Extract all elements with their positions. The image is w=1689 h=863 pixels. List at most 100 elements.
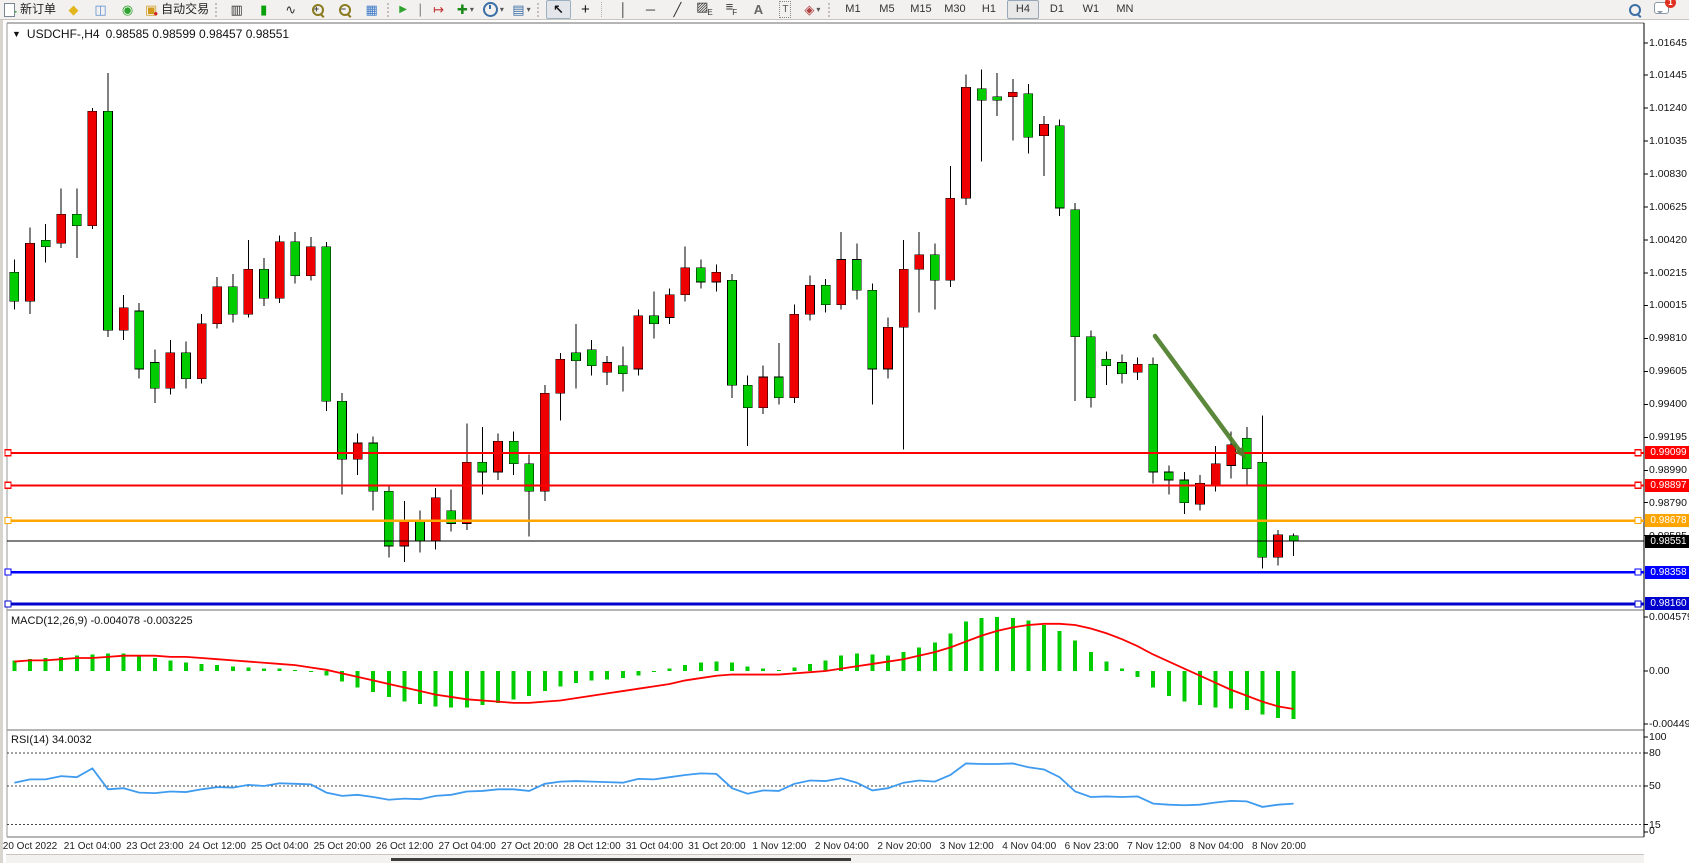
macd-histogram-bar	[1120, 668, 1124, 671]
macd-histogram-bar	[308, 671, 313, 672]
candle-body	[789, 313, 800, 399]
highlighter-icon[interactable]: ◆	[68, 2, 79, 17]
macd-histogram-bar	[901, 652, 906, 671]
date-axis-label: 20 Oct 2022	[2, 841, 58, 852]
hline-handle-right[interactable]	[1634, 449, 1642, 457]
chat-icon[interactable]: 1	[1649, 0, 1676, 19]
candle-body	[56, 214, 67, 244]
macd-histogram-bar	[776, 669, 781, 671]
hline-handle-left[interactable]	[4, 481, 12, 489]
scrollbar-thumb[interactable]	[391, 858, 851, 861]
chart-shift-button[interactable]: ↦	[432, 2, 444, 17]
line-chart-button[interactable]: ∿	[285, 2, 297, 17]
candle-body	[87, 111, 98, 227]
text-button[interactable]: A	[753, 2, 764, 17]
new-order-button[interactable]: +新订单	[1, 0, 59, 19]
candle-body	[1179, 479, 1190, 503]
candle-body	[727, 280, 737, 386]
chart-window-icon[interactable]: ◫	[94, 2, 107, 17]
macd-histogram-bar	[558, 671, 563, 687]
hline-handle-left[interactable]	[4, 600, 12, 608]
vertical-line-button[interactable]: │	[619, 2, 628, 17]
candle-body	[680, 267, 691, 296]
macd-histogram-bar	[1135, 671, 1140, 677]
candle-body	[914, 254, 925, 270]
auto-scroll-button[interactable]: ▶ ⎹	[399, 2, 421, 17]
hline-handle-left[interactable]	[4, 516, 12, 525]
hline-handle-left[interactable]	[4, 449, 12, 457]
timeframe-button-h4[interactable]: H4	[1006, 0, 1039, 19]
trendline-button[interactable]: ╱	[673, 2, 682, 17]
date-axis-label: 24 Oct 12:00	[188, 841, 246, 852]
auto-trade-button[interactable]: ▣ ● 自动交易	[145, 2, 210, 18]
timeframe-button-w1[interactable]: W1	[1082, 3, 1100, 15]
trend-arrow-head[interactable]	[1234, 446, 1246, 459]
cursor-button[interactable]: ↖	[545, 0, 571, 19]
periods-button[interactable]: ▾	[480, 0, 507, 19]
candle-body	[898, 268, 909, 328]
text-label-button[interactable]: T	[773, 0, 798, 19]
candle-body	[1210, 463, 1221, 486]
macd-histogram-bar	[1244, 671, 1249, 710]
price-axis-label: 0.98990	[1649, 464, 1687, 477]
candle-body	[493, 441, 503, 473]
macd-histogram-bar	[371, 671, 376, 693]
price-tag-0.99099: 0.99099	[1645, 446, 1689, 460]
signal-icon[interactable]: ◉	[121, 2, 134, 17]
hline-handle-left[interactable]	[4, 568, 12, 576]
candle-body	[461, 462, 472, 524]
price-axis-label: 1.00830	[1649, 168, 1687, 181]
candle-body	[1164, 471, 1174, 481]
timeframe-button-m15[interactable]: M15	[910, 3, 932, 15]
macd-histogram-bar	[402, 671, 407, 702]
timeframe-button-m30[interactable]: M30	[944, 3, 966, 15]
timeframe-button-d1[interactable]: D1	[1049, 3, 1064, 15]
candle-body	[1039, 123, 1049, 136]
timeframe-button-m5[interactable]: M5	[879, 3, 895, 15]
price-axis-label: 1.01445	[1649, 69, 1687, 82]
macd-histogram-bar	[340, 671, 344, 682]
candle-body	[118, 307, 129, 331]
hline-handle-right[interactable]	[1634, 481, 1642, 489]
candle-body	[352, 442, 363, 460]
macd-histogram-bar	[839, 655, 844, 671]
crosshair-button[interactable]: +	[581, 1, 590, 18]
trend-arrow-annotation[interactable]	[1152, 333, 1242, 453]
zoom-in-button[interactable]: +	[305, 0, 330, 19]
price-tag-0.98678: 0.98678	[1645, 514, 1689, 528]
chart-canvas[interactable]	[3, 20, 1689, 863]
candle-body	[1086, 336, 1096, 399]
chart-dropdown-icon[interactable]: ▼	[12, 29, 21, 39]
timeframe-button-m1[interactable]: M1	[845, 3, 861, 15]
horizontal-scrollbar[interactable]	[6, 854, 1644, 863]
zoom-out-button[interactable]: −	[332, 0, 357, 19]
candle-body	[446, 510, 457, 524]
shapes-button[interactable]: ◈ ▾	[804, 2, 821, 17]
candle-body	[1195, 482, 1205, 505]
date-axis-label: 23 Oct 23:00	[126, 841, 184, 852]
tile-windows-button[interactable]: ▦	[365, 2, 378, 17]
macd-histogram-bar	[1182, 671, 1187, 702]
search-icon[interactable]	[1622, 0, 1647, 19]
fibonacci-button[interactable]: ≡F	[725, 0, 738, 17]
rsi-indicator-label: RSI(14) 34.0032	[11, 734, 92, 746]
macd-histogram-bar	[652, 671, 656, 673]
hline-handle-right[interactable]	[1634, 568, 1642, 576]
date-axis-label: 27 Oct 20:00	[500, 841, 559, 852]
channel-button[interactable]: ▨E	[696, 0, 713, 17]
bar-chart-button[interactable]: ▥	[230, 2, 243, 17]
macd-histogram-bar	[215, 665, 220, 671]
macd-histogram-bar	[433, 671, 438, 707]
timeframe-button-h1[interactable]: H1	[981, 3, 996, 15]
candlestick-button[interactable]: ▮	[260, 2, 268, 17]
hline-handle-right[interactable]	[1634, 600, 1642, 608]
toolbar-separator	[215, 2, 221, 17]
price-axis-label: 1.01240	[1649, 102, 1687, 115]
horizontal-line-button[interactable]: ─	[645, 2, 656, 17]
hline-handle-right[interactable]	[1634, 516, 1642, 525]
timeframe-button-mn[interactable]: MN	[1116, 3, 1134, 15]
templates-button[interactable]: ▤ ▾	[512, 2, 531, 17]
indicators-button[interactable]: ✚ ▾	[456, 2, 474, 17]
date-axis-label: 2 Nov 04:00	[814, 841, 869, 852]
macd-histogram-bar	[792, 667, 797, 671]
